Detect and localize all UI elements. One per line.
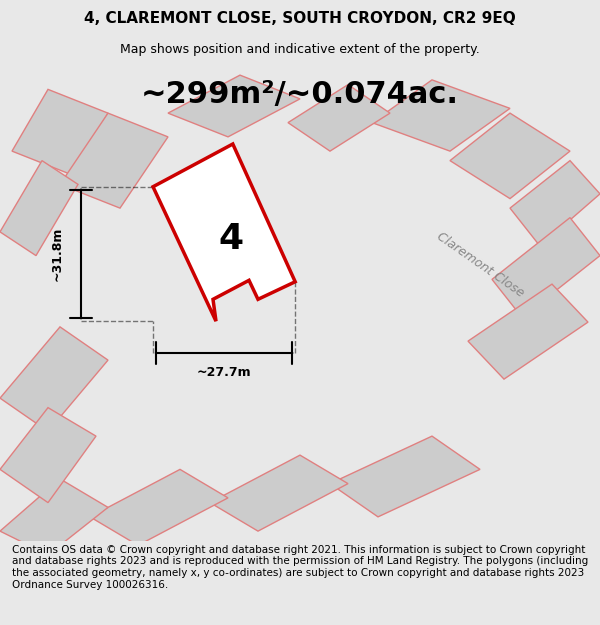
Polygon shape <box>450 113 570 199</box>
Text: 4, CLAREMONT CLOSE, SOUTH CROYDON, CR2 9EQ: 4, CLAREMONT CLOSE, SOUTH CROYDON, CR2 9… <box>84 11 516 26</box>
Polygon shape <box>0 327 108 431</box>
Text: ~299m²/~0.074ac.: ~299m²/~0.074ac. <box>141 79 459 109</box>
Polygon shape <box>210 455 348 531</box>
Polygon shape <box>330 436 480 517</box>
Polygon shape <box>0 479 108 555</box>
Polygon shape <box>90 469 228 546</box>
Text: ~27.7m: ~27.7m <box>197 366 251 379</box>
Text: Claremont Close: Claremont Close <box>434 230 526 300</box>
Polygon shape <box>372 80 510 151</box>
Polygon shape <box>0 161 78 256</box>
Polygon shape <box>60 113 168 208</box>
Text: Contains OS data © Crown copyright and database right 2021. This information is : Contains OS data © Crown copyright and d… <box>12 545 588 589</box>
Polygon shape <box>12 89 108 175</box>
Polygon shape <box>468 284 588 379</box>
Polygon shape <box>492 217 600 318</box>
Text: ~31.8m: ~31.8m <box>50 227 64 281</box>
Polygon shape <box>510 161 600 246</box>
Polygon shape <box>0 408 96 502</box>
Text: Map shows position and indicative extent of the property.: Map shows position and indicative extent… <box>120 42 480 56</box>
Polygon shape <box>153 144 295 321</box>
Polygon shape <box>288 84 390 151</box>
Text: 4: 4 <box>218 222 244 256</box>
Polygon shape <box>168 75 300 137</box>
